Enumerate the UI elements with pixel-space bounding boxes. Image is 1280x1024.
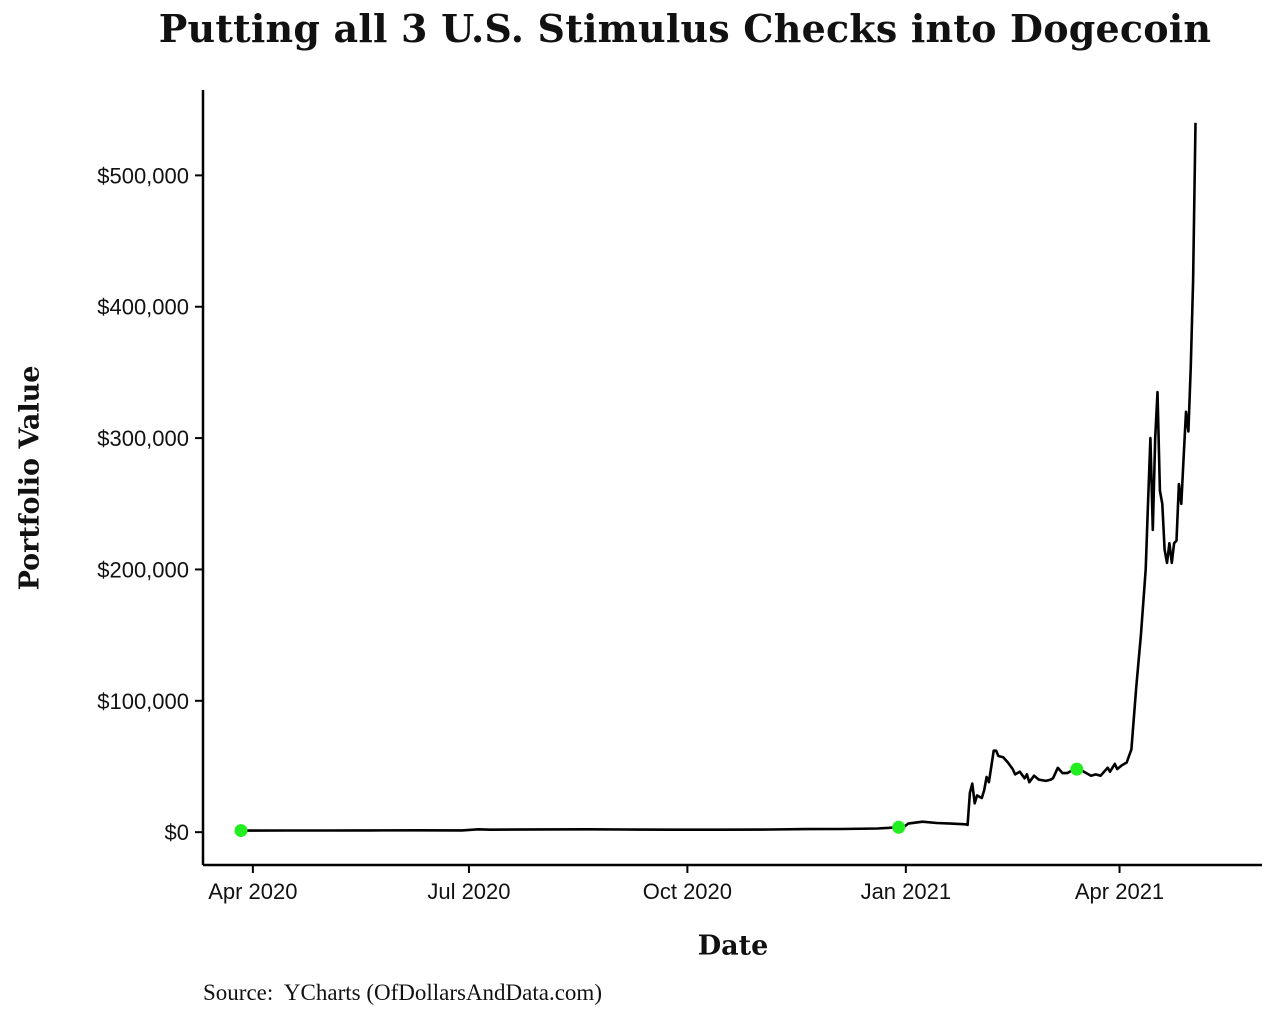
- x-tick-label: Jul 2020: [427, 879, 510, 904]
- series-layer: [240, 122, 1197, 832]
- axes: $0 $100,000 $200,000 $300,000 $400,000 $500,0…: [97, 90, 1262, 904]
- markers-layer: [234, 762, 1084, 838]
- y-tick-label: $100,000: [97, 689, 189, 714]
- stimulus-check-marker: [234, 824, 248, 838]
- y-tick-label: $300,000: [97, 426, 189, 451]
- stimulus-check-marker: [892, 820, 906, 834]
- y-tick-label: $200,000: [97, 557, 189, 582]
- x-tick-label: Apr 2021: [1075, 879, 1164, 904]
- y-tick-label: $500,000: [97, 163, 189, 188]
- x-tick-label: Apr 2020: [208, 879, 297, 904]
- x-tick-label: Oct 2020: [643, 879, 732, 904]
- x-axis-label: Date: [697, 930, 769, 962]
- chart-title: Putting all 3 U.S. Stimulus Checks into …: [158, 6, 1212, 51]
- source-note: Source: YCharts (OfDollarsAndData.com): [203, 980, 602, 1005]
- y-tick-label: $0: [165, 820, 189, 845]
- x-tick-label: Jan 2021: [861, 879, 952, 904]
- stimulus-check-marker: [1070, 762, 1084, 776]
- y-tick-label: $400,000: [97, 295, 189, 320]
- portfolio-value-line: [240, 122, 1197, 832]
